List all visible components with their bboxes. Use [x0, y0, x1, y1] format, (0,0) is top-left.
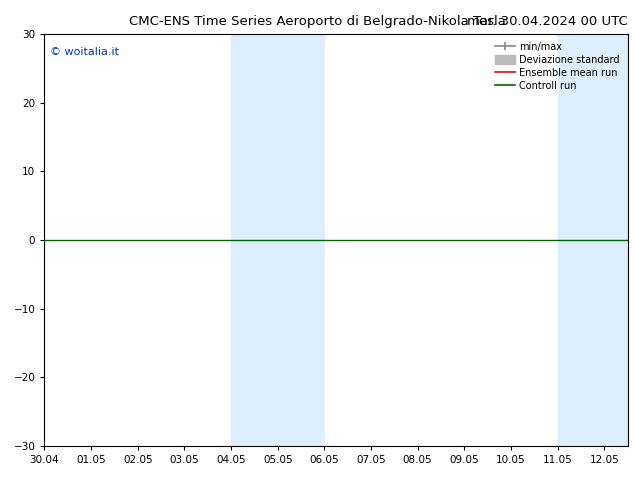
- Bar: [558, 34, 628, 446]
- Legend: min/max, Deviazione standard, Ensemble mean run, Controll run: min/max, Deviazione standard, Ensemble m…: [492, 39, 623, 94]
- Text: CMC-ENS Time Series Aeroporto di Belgrado-Nikola Tesla: CMC-ENS Time Series Aeroporto di Belgrad…: [129, 15, 505, 28]
- Text: © woitalia.it: © woitalia.it: [50, 47, 119, 57]
- Bar: [231, 34, 325, 446]
- Text: mar. 30.04.2024 00 UTC: mar. 30.04.2024 00 UTC: [467, 15, 628, 28]
